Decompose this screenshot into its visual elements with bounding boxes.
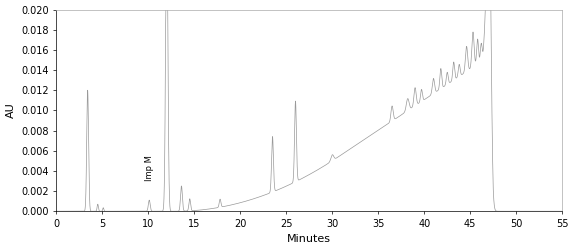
- Y-axis label: AU: AU: [6, 102, 15, 118]
- X-axis label: Minutes: Minutes: [287, 234, 331, 244]
- Text: Imp M: Imp M: [145, 155, 154, 181]
